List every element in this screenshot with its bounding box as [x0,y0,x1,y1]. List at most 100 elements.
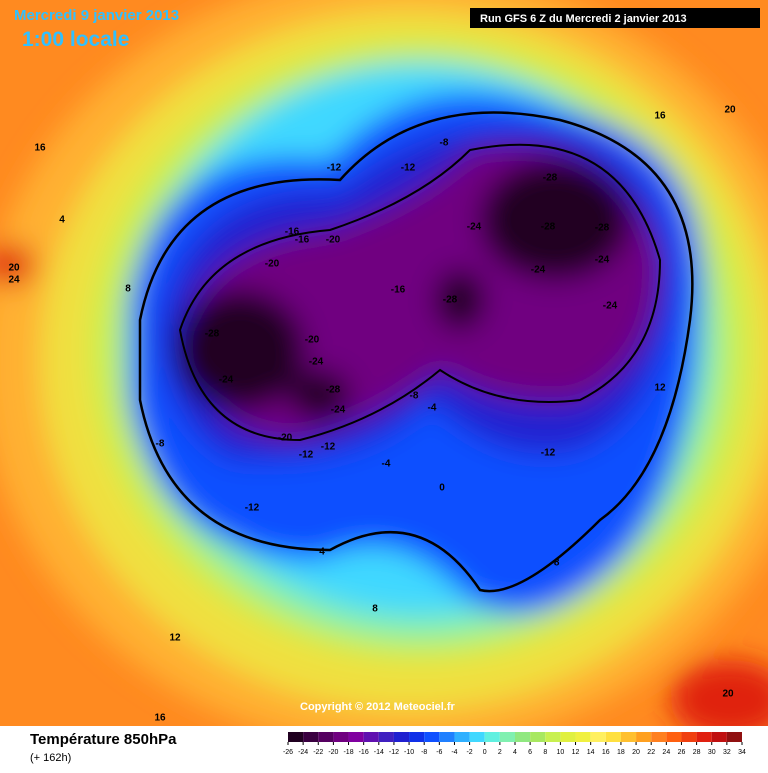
time: 1:00 locale [22,28,129,51]
colorbar-label: 20 [632,749,640,756]
contour-label: -8 [440,138,449,149]
contour-label: -8 [551,558,560,569]
colorbar-bin [575,732,591,742]
contour-label: -12 [321,442,336,453]
run: Run GFS 6 Z du Mercredi 2 janvier 2013 [480,13,687,25]
contour-label: -24 [331,405,346,416]
contour-label: -4 [382,459,391,470]
colorbar-bin [515,732,531,742]
contour-label: -8 [156,439,165,450]
colorbar-bin [469,732,485,742]
colorbar-bin [711,732,727,742]
contour-label: -24 [531,265,546,276]
colorbar-bin [348,732,364,742]
contour-label: -20 [278,433,293,444]
colorbar-bin [681,732,697,742]
contour-label: -12 [541,448,556,459]
contour-label: -12 [327,163,342,174]
colorbar-bin [439,732,455,742]
contour-label: 24 [8,275,20,286]
colorbar-label: 30 [708,749,716,756]
colorbar-label: 34 [738,749,746,756]
colorbar-label: 12 [572,749,580,756]
colorbar-bin [530,732,546,742]
contour-label: -24 [595,255,610,266]
footer-title: Température 850hPa [30,731,177,748]
contour-label: 20 [722,689,734,700]
colorbar-bin [333,732,349,742]
contour-label: -4 [428,403,437,414]
colorbar-bin [605,732,621,742]
lead: (+ 162h) [30,752,71,764]
date: Mercredi 9 janvier 2013 [14,7,179,24]
colorbar-bin [499,732,515,742]
colorbar-label: 2 [498,749,502,756]
contour-label: -28 [543,173,558,184]
contour-label: -12 [245,503,260,514]
contour-label: -24 [467,222,482,233]
contour-label: 16 [154,713,166,724]
colorbar-label: -2 [466,749,472,756]
contour-label: 20 [724,105,736,116]
colorbar-label: -14 [374,749,384,756]
contour-label: 8 [125,284,131,295]
contour-label: 20 [8,263,20,274]
contour-label: 12 [654,383,666,394]
contour-label: -16 [285,227,300,238]
colorbar-bin [363,732,379,742]
colorbar-label: 28 [693,749,701,756]
colorbar-bin [726,732,742,742]
contour-label: 0 [439,483,445,494]
colorbar-label: 18 [617,749,625,756]
colorbar-bin [378,732,394,742]
map: -28-24-20-24-28-24-20-12-12-16-20-16-20-… [0,0,768,726]
map-labels: -28-24-20-24-28-24-20-12-12-16-20-16-20-… [8,105,736,724]
colorbar-bin [454,732,470,742]
contour-label: -20 [265,259,280,270]
colorbar-bin [484,732,500,742]
contour-label: -20 [305,335,320,346]
colorbar-bin [288,732,304,742]
run-box [470,8,760,28]
contour-label: -16 [295,235,310,246]
colorbar-label: 24 [662,749,670,756]
colorbar-label: 0 [483,749,487,756]
contour-label: 16 [34,143,46,154]
contour-label: 4 [319,547,325,558]
copyright: Copyright © 2012 Meteociel.fr [300,701,456,713]
colorbar-bin [393,732,410,742]
colorbar-label: 6 [528,749,532,756]
colorbar-label: -18 [343,749,353,756]
contour-label: 12 [169,633,181,644]
colorbar-bin [560,732,576,742]
colorbar-label: -16 [359,749,369,756]
colorbar-bin [424,732,440,742]
colorbar-label: 32 [723,749,731,756]
colorbar-bin [620,732,637,742]
contour-label: -20 [326,235,341,246]
colorbar-bin [590,732,606,742]
colorbar-bin [651,732,667,742]
colorbar-bin [666,732,682,742]
colorbar-label: -26 [283,749,293,756]
colorbar-label: 26 [678,749,686,756]
colorbar-label: -6 [436,749,442,756]
contour-label: -24 [309,357,324,368]
contour-label: -16 [391,285,406,296]
contour-label: 8 [372,604,378,615]
contour-label: -24 [603,301,618,312]
contour-label: -12 [299,450,314,461]
colorbar-label: -10 [404,749,414,756]
colorbar-label: -22 [313,749,323,756]
contour-label: -8 [410,391,419,402]
colorbar: -26 -24 -22 -20 -18 -16 -14 -12 -10 -8 -6 -4 -2 0 2 4 6 8… [283,732,746,756]
contour-label: -28 [205,329,220,340]
colorbar-label: -24 [298,749,308,756]
contour-label: -24 [219,375,234,386]
contour-label: -12 [401,163,416,174]
colorbar-bin [545,732,561,742]
contour-label: -28 [443,295,458,306]
colorbar-label: -20 [328,749,338,756]
contour-label: 4 [59,215,65,226]
colorbar-bin [318,732,334,742]
